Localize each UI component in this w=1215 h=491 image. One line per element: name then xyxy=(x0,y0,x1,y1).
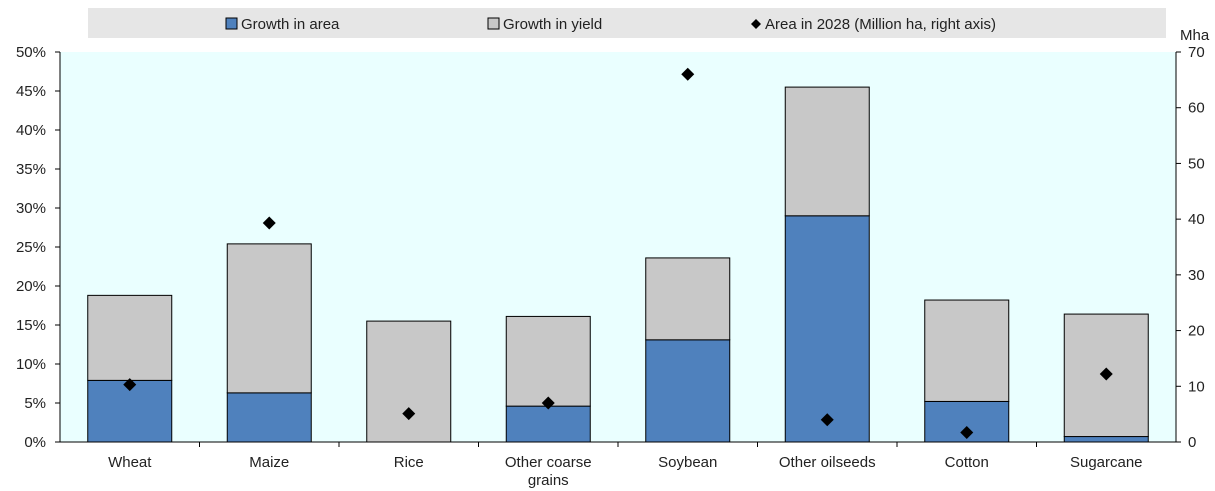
marker-maize xyxy=(262,216,276,230)
left-tick-label: 50% xyxy=(16,44,46,61)
right-tick-label: 20 xyxy=(1188,323,1205,340)
right-tick-label: 10 xyxy=(1188,378,1205,395)
x-axis-labels: Wheat Maize Rice Other coarse grains Soybean O… xyxy=(108,442,1143,489)
legend-swatch-area-in-2028-million-ha-right-axis xyxy=(751,19,761,29)
right-tick-label: 0 xyxy=(1188,434,1196,451)
right-tick-label: 70 xyxy=(1188,44,1205,61)
x-label-maize: Maize xyxy=(249,454,289,471)
marker-other-coarse-grains xyxy=(541,396,555,410)
marker-soybean xyxy=(681,67,695,81)
markers-layer xyxy=(123,67,1113,440)
bars-layer xyxy=(87,86,1149,443)
x-label-other-oilseeds: Other oilseeds xyxy=(779,454,876,471)
left-tick-label: 40% xyxy=(16,122,46,139)
marker-rice xyxy=(402,407,416,421)
bar-growth-in-yield-wheat xyxy=(87,294,173,381)
bar-growth-in-yield-other-coarse-grains xyxy=(505,315,591,407)
marker-other-oilseeds xyxy=(820,413,834,427)
left-tick-label: 25% xyxy=(16,239,46,256)
left-tick-label: 15% xyxy=(16,317,46,334)
bar-growth-in-yield-rice xyxy=(366,320,452,443)
left-tick-label: 0% xyxy=(24,434,46,451)
x-label-rice: Rice xyxy=(394,454,424,471)
x-label-other-coarse-grains: Other coarse grains xyxy=(505,454,592,489)
legend: Growth in area Growth in yield Area in 202… xyxy=(225,16,996,33)
left-tick-label: 10% xyxy=(16,356,46,373)
right-axis-ticks: 0 10 20 30 40 50 60 70 xyxy=(1176,44,1205,451)
legend-background xyxy=(88,8,1166,38)
legend-swatch-growth-in-area xyxy=(225,17,238,30)
bar-growth-in-yield-cotton xyxy=(924,299,1010,402)
left-tick-label: 30% xyxy=(16,200,46,217)
left-tick-label: 20% xyxy=(16,278,46,295)
left-tick-label: 45% xyxy=(16,83,46,100)
right-tick-label: 30 xyxy=(1188,267,1205,284)
bar-growth-in-yield-other-oilseeds xyxy=(784,86,870,217)
right-tick-label: 60 xyxy=(1188,100,1205,117)
bar-growth-in-area-other-coarse-grains xyxy=(505,405,591,443)
bar-growth-in-area-soybean xyxy=(645,339,731,443)
left-axis-ticks: 0% 5% 10% 15% 20% 25% 30% 35% 40% 45% 50% xyxy=(16,44,60,451)
marker-cotton xyxy=(960,426,974,440)
bar-growth-in-yield-soybean xyxy=(645,257,731,341)
legend-label-area-in-2028-million-ha-right-axis: Area in 2028 (Million ha, right axis) xyxy=(765,16,996,33)
legend-swatch-growth-in-yield xyxy=(487,17,500,30)
bar-growth-in-yield-maize xyxy=(226,243,312,394)
legend-label-growth-in-area: Growth in area xyxy=(241,16,340,33)
x-label-sugarcane: Sugarcane xyxy=(1070,454,1143,471)
left-tick-label: 35% xyxy=(16,161,46,178)
marker-sugarcane xyxy=(1099,367,1113,381)
right-tick-label: 50 xyxy=(1188,155,1205,172)
right-axis-label: Mha xyxy=(1180,27,1210,44)
x-label-wheat: Wheat xyxy=(108,454,152,471)
bar-growth-in-area-sugarcane xyxy=(1063,436,1149,443)
right-tick-label: 40 xyxy=(1188,211,1205,228)
x-label-cotton: Cotton xyxy=(945,454,989,471)
bar-growth-in-area-maize xyxy=(226,392,312,443)
marker-wheat xyxy=(123,378,137,392)
left-tick-label: 5% xyxy=(24,395,46,412)
legend-label-growth-in-yield: Growth in yield xyxy=(503,16,602,33)
bar-growth-in-area-other-oilseeds xyxy=(784,215,870,443)
x-label-soybean: Soybean xyxy=(658,454,717,471)
